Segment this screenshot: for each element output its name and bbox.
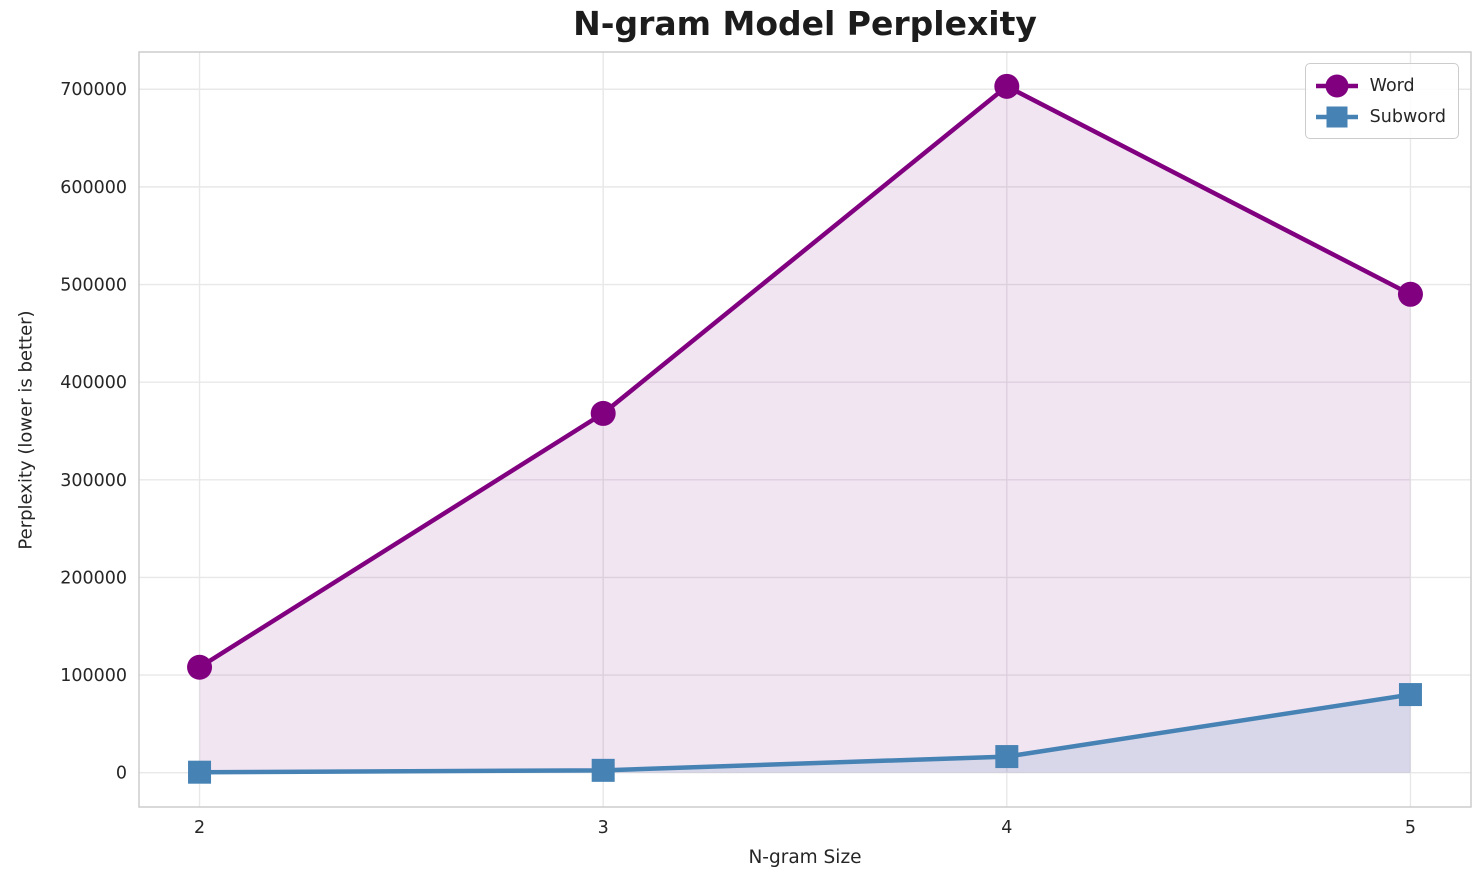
subword-data-point-marker xyxy=(188,760,212,784)
x-tick-label: 4 xyxy=(1001,818,1012,838)
y-tick-label: 400000 xyxy=(60,373,127,393)
x-axis-label: N-gram Size xyxy=(748,847,862,868)
y-tick-label: 100000 xyxy=(60,666,127,686)
y-tick-label: 200000 xyxy=(60,568,127,588)
y-tick-label: 500000 xyxy=(60,276,127,296)
legend-label-word: Word xyxy=(1369,75,1415,96)
y-tick-label: 600000 xyxy=(60,178,127,198)
word-line-circle-marker-icon xyxy=(1315,74,1358,97)
word-series-line xyxy=(197,84,1413,670)
x-tick-label: 5 xyxy=(1405,818,1416,838)
subword-series-line xyxy=(197,692,1413,775)
legend-label-subword: Subword xyxy=(1369,106,1446,127)
x-tick-label: 2 xyxy=(194,818,205,838)
axes-spines xyxy=(138,51,1472,808)
legend-item-word: Word xyxy=(1314,70,1446,101)
y-tick-label: 0 xyxy=(116,764,127,784)
word-fill-area xyxy=(199,86,1411,773)
y-tick-label: 300000 xyxy=(60,471,127,491)
subword-line-square-marker-icon xyxy=(1315,106,1358,127)
word-data-point-marker xyxy=(590,400,616,426)
subword-data-point-marker xyxy=(995,745,1019,769)
chart-title: N-gram Model Perplexity xyxy=(573,4,1037,43)
word-data-point-marker xyxy=(187,654,213,680)
x-tick-label: 3 xyxy=(598,818,609,838)
subword-data-point-marker xyxy=(591,758,615,782)
subword-fill-area xyxy=(199,694,1411,773)
word-data-point-marker xyxy=(994,73,1020,99)
legend-box: Word Subword xyxy=(1304,63,1459,139)
y-tick-label: 700000 xyxy=(60,80,127,100)
subword-data-point-marker xyxy=(1398,683,1422,707)
word-data-point-marker xyxy=(1397,281,1423,307)
legend-item-subword: Subword xyxy=(1314,101,1446,132)
